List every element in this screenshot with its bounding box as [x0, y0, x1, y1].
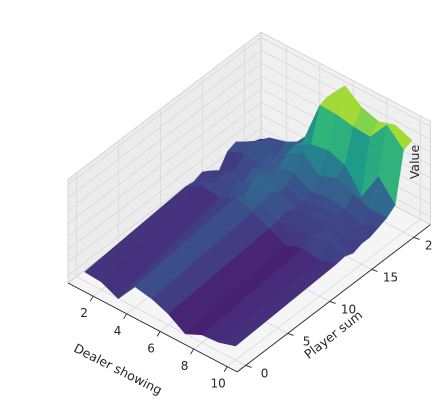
- surface-facet: [218, 260, 337, 347]
- y-tick-label: 5: [303, 334, 311, 348]
- x-tick-label: 4: [114, 324, 122, 338]
- y-tick-mark: [371, 269, 378, 272]
- x-tick-mark: [223, 366, 228, 372]
- y-tick-mark: [245, 365, 252, 368]
- gridline-z: [67, 49, 431, 198]
- x-tick-mark: [156, 331, 161, 337]
- axis-lines: [67, 224, 431, 373]
- x-tick-label: 10: [210, 377, 225, 391]
- gridline-z: [67, 37, 431, 186]
- x-tick-mark: [190, 348, 195, 355]
- gridline-y: [76, 173, 246, 366]
- x-tick-label: 8: [181, 359, 189, 373]
- x-tick-label: 2: [80, 306, 88, 320]
- y-tick-label: 0: [261, 366, 269, 380]
- surface: [84, 85, 413, 347]
- y-axis-line: [236, 224, 431, 373]
- y-tick-label: 20: [425, 238, 433, 252]
- gridline-x: [226, 115, 421, 367]
- y-tick-label: 10: [341, 302, 356, 316]
- y-tick-mark: [287, 333, 294, 336]
- y-tick-mark: [329, 301, 336, 304]
- y-tick-label: 15: [383, 270, 398, 284]
- z-axis-label: Value: [407, 145, 422, 180]
- x-tick-label: 6: [147, 341, 155, 355]
- y-tick-mark: [413, 237, 420, 240]
- x-tick-mark: [89, 295, 94, 302]
- x-axis-line: [67, 282, 238, 373]
- x-tick-mark: [123, 313, 128, 320]
